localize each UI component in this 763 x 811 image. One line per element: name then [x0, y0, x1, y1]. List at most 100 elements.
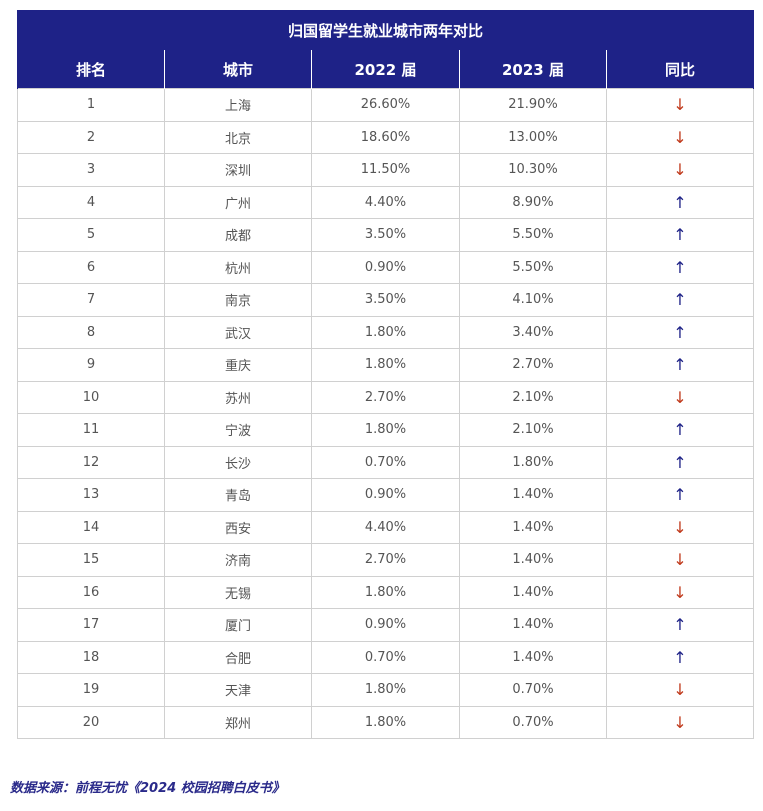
rank-cell: 18	[17, 640, 165, 674]
city-cell: 郑州	[164, 705, 312, 739]
value-2022-cell: 1.80%	[311, 705, 460, 739]
rank-cell: 5	[17, 218, 165, 252]
table-row: 15 济南 2.70% 1.40% ↓	[17, 543, 754, 577]
value-2023-cell: 1.40%	[459, 640, 607, 674]
value-2022-cell: 1.80%	[311, 413, 460, 447]
rank-cell: 1	[17, 88, 165, 122]
city-cell: 武汉	[164, 315, 312, 349]
rank-cell: 11	[17, 413, 165, 447]
table-row: 9 重庆 1.80% 2.70% ↑	[17, 348, 754, 382]
rank-cell: 6	[17, 250, 165, 284]
trend-arrow: ↑	[606, 413, 754, 447]
value-2022-cell: 2.70%	[311, 380, 460, 414]
trend-arrow: ↑	[606, 283, 754, 317]
city-cell: 合肥	[164, 640, 312, 674]
rank-cell: 13	[17, 478, 165, 512]
city-cell: 苏州	[164, 380, 312, 414]
column-header-city: 城市	[164, 49, 312, 89]
table-row: 8 武汉 1.80% 3.40% ↑	[17, 315, 754, 349]
city-cell: 杭州	[164, 250, 312, 284]
table-header-row: 排名 城市 2022 届 2023 届 同比	[17, 49, 754, 89]
trend-arrow: ↑	[606, 185, 754, 219]
value-2022-cell: 0.90%	[311, 608, 460, 642]
city-cell: 北京	[164, 120, 312, 154]
city-cell: 长沙	[164, 445, 312, 479]
value-2023-cell: 2.10%	[459, 380, 607, 414]
city-comparison-table: 归国留学生就业城市两年对比 排名 城市 2022 届 2023 届 同比 1 上海…	[17, 10, 754, 739]
arrow-down-icon: ↓	[673, 127, 687, 147]
value-2023-cell: 2.10%	[459, 413, 607, 447]
arrow-up-icon: ↑	[673, 322, 687, 342]
arrow-down-icon: ↓	[673, 517, 687, 537]
city-cell: 成都	[164, 218, 312, 252]
trend-arrow: ↓	[606, 380, 754, 414]
value-2022-cell: 18.60%	[311, 120, 460, 154]
arrow-down-icon: ↓	[673, 680, 687, 700]
trend-arrow: ↑	[606, 445, 754, 479]
arrow-up-icon: ↑	[673, 192, 687, 212]
table-title: 归国留学生就业城市两年对比	[17, 10, 754, 50]
city-cell: 深圳	[164, 153, 312, 187]
rank-cell: 16	[17, 575, 165, 609]
trend-arrow: ↓	[606, 153, 754, 187]
value-2023-cell: 3.40%	[459, 315, 607, 349]
trend-arrow: ↑	[606, 218, 754, 252]
trend-arrow: ↓	[606, 120, 754, 154]
table-title-row: 归国留学生就业城市两年对比	[17, 10, 754, 50]
table-row: 17 厦门 0.90% 1.40% ↑	[17, 608, 754, 642]
value-2023-cell: 1.40%	[459, 478, 607, 512]
value-2022-cell: 11.50%	[311, 153, 460, 187]
trend-arrow: ↓	[606, 673, 754, 707]
table-body: 1 上海 26.60% 21.90% ↓ 2 北京 18.60% 13.00% ↓ 3 深圳 11.50…	[17, 88, 754, 739]
arrow-up-icon: ↑	[673, 355, 687, 375]
table-row: 18 合肥 0.70% 1.40% ↑	[17, 640, 754, 674]
trend-arrow: ↓	[606, 575, 754, 609]
arrow-down-icon: ↓	[673, 550, 687, 570]
table-row: 6 杭州 0.90% 5.50% ↑	[17, 250, 754, 284]
city-cell: 宁波	[164, 413, 312, 447]
value-2023-cell: 0.70%	[459, 705, 607, 739]
city-cell: 西安	[164, 510, 312, 544]
trend-arrow: ↑	[606, 478, 754, 512]
value-2023-cell: 5.50%	[459, 218, 607, 252]
arrow-up-icon: ↑	[673, 647, 687, 667]
value-2023-cell: 0.70%	[459, 673, 607, 707]
city-cell: 南京	[164, 283, 312, 317]
arrow-up-icon: ↑	[673, 290, 687, 310]
rank-cell: 4	[17, 185, 165, 219]
value-2022-cell: 2.70%	[311, 543, 460, 577]
trend-arrow: ↓	[606, 543, 754, 577]
value-2023-cell: 1.40%	[459, 608, 607, 642]
arrow-up-icon: ↑	[673, 615, 687, 635]
column-header-rank: 排名	[17, 49, 165, 89]
city-cell: 重庆	[164, 348, 312, 382]
arrow-up-icon: ↑	[673, 420, 687, 440]
value-2022-cell: 1.80%	[311, 673, 460, 707]
value-2022-cell: 1.80%	[311, 575, 460, 609]
rank-cell: 14	[17, 510, 165, 544]
column-header-yoy: 同比	[606, 49, 754, 89]
arrow-up-icon: ↑	[673, 452, 687, 472]
value-2022-cell: 1.80%	[311, 348, 460, 382]
arrow-down-icon: ↓	[673, 582, 687, 602]
table-row: 16 无锡 1.80% 1.40% ↓	[17, 575, 754, 609]
trend-arrow: ↑	[606, 315, 754, 349]
arrow-down-icon: ↓	[673, 387, 687, 407]
city-cell: 青岛	[164, 478, 312, 512]
value-2022-cell: 1.80%	[311, 315, 460, 349]
city-cell: 上海	[164, 88, 312, 122]
arrow-down-icon: ↓	[673, 712, 687, 732]
trend-arrow: ↑	[606, 640, 754, 674]
table-row: 2 北京 18.60% 13.00% ↓	[17, 120, 754, 154]
value-2023-cell: 5.50%	[459, 250, 607, 284]
table-row: 1 上海 26.60% 21.90% ↓	[17, 88, 754, 122]
column-header-2022: 2022 届	[311, 49, 460, 89]
value-2022-cell: 3.50%	[311, 218, 460, 252]
city-cell: 济南	[164, 543, 312, 577]
value-2022-cell: 26.60%	[311, 88, 460, 122]
rank-cell: 19	[17, 673, 165, 707]
table-row: 4 广州 4.40% 8.90% ↑	[17, 185, 754, 219]
rank-cell: 3	[17, 153, 165, 187]
arrow-down-icon: ↓	[673, 160, 687, 180]
value-2023-cell: 10.30%	[459, 153, 607, 187]
